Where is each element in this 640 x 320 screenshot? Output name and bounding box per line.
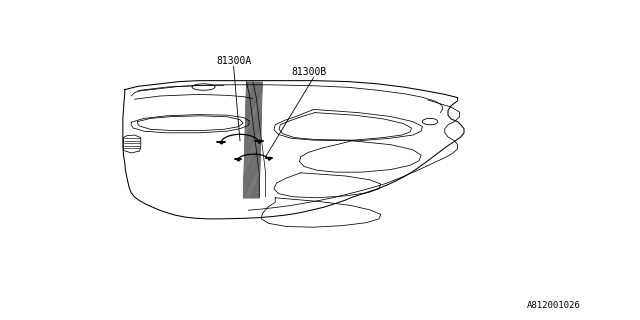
Text: 81300A: 81300A: [216, 56, 252, 66]
Text: A812001026: A812001026: [527, 301, 580, 310]
Text: 81300B: 81300B: [291, 67, 326, 77]
